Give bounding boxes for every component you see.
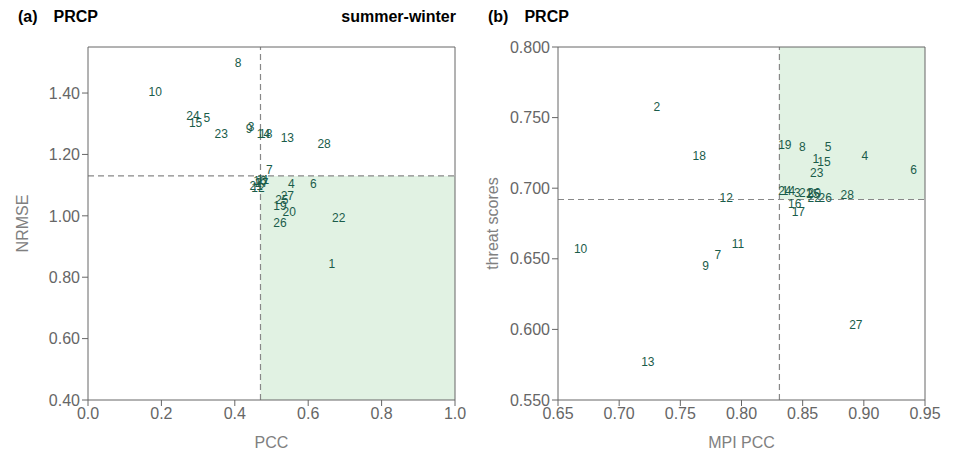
svg-text:0.95: 0.95 [909, 405, 940, 422]
svg-text:0.750: 0.750 [510, 109, 550, 126]
svg-text:0.6: 0.6 [297, 405, 319, 422]
svg-text:18: 18 [259, 127, 273, 141]
svg-text:13: 13 [281, 131, 295, 145]
svg-text:25: 25 [806, 187, 820, 202]
svg-text:21: 21 [249, 179, 263, 193]
svg-text:0.65: 0.65 [542, 405, 574, 423]
svg-text:28: 28 [841, 188, 855, 202]
svg-text:0.40: 0.40 [49, 392, 80, 409]
svg-text:5: 5 [204, 111, 211, 125]
svg-text:2: 2 [653, 100, 660, 114]
svg-text:1.00: 1.00 [49, 208, 80, 225]
svg-text:13: 13 [641, 355, 655, 369]
svg-text:8: 8 [235, 56, 242, 70]
svg-text:10: 10 [149, 85, 163, 99]
svg-text:threat scores: threat scores [484, 177, 501, 269]
svg-text:24: 24 [778, 184, 792, 198]
svg-text:7: 7 [715, 248, 722, 262]
svg-text:28: 28 [317, 137, 331, 151]
svg-text:0.650: 0.650 [510, 250, 550, 267]
svg-text:0.700: 0.700 [510, 180, 550, 197]
svg-text:27: 27 [281, 189, 295, 203]
svg-text:5: 5 [825, 140, 832, 154]
svg-text:26: 26 [819, 191, 833, 205]
svg-text:18: 18 [693, 149, 707, 163]
svg-text:9: 9 [246, 122, 253, 136]
svg-text:20: 20 [282, 205, 296, 220]
svg-text:24: 24 [186, 109, 200, 123]
svg-text:0.0: 0.0 [77, 405, 99, 422]
svg-text:0.60: 0.60 [49, 330, 80, 347]
svg-text:1.0: 1.0 [444, 405, 466, 422]
html-text:(b): (b) [488, 8, 509, 25]
svg-text:23: 23 [810, 166, 824, 180]
svg-text:10: 10 [574, 242, 588, 256]
svg-text:11: 11 [732, 237, 745, 251]
svg-text:0.550: 0.550 [510, 392, 550, 409]
svg-text:9: 9 [702, 259, 709, 273]
svg-text:8: 8 [799, 140, 806, 154]
html-text:PRCP: PRCP [53, 8, 98, 25]
svg-text:19: 19 [778, 138, 792, 152]
svg-text:0.85: 0.85 [787, 405, 818, 422]
svg-text:17: 17 [792, 205, 806, 219]
svg-text:0.800: 0.800 [510, 39, 550, 56]
svg-text:0.80: 0.80 [49, 269, 80, 286]
svg-text:0.2: 0.2 [150, 405, 172, 422]
svg-text:1: 1 [328, 257, 335, 271]
svg-text:4: 4 [861, 149, 868, 163]
svg-text:0.90: 0.90 [848, 405, 879, 422]
svg-text:15: 15 [817, 154, 831, 169]
svg-text:0.8: 0.8 [370, 405, 392, 422]
svg-text:PCC: PCC [255, 434, 289, 451]
svg-text:23: 23 [215, 127, 229, 141]
html-text:(a): (a) [18, 8, 38, 25]
html-text:PRCP: PRCP [524, 8, 569, 25]
svg-text:27: 27 [849, 318, 863, 332]
svg-text:1.40: 1.40 [49, 85, 80, 102]
svg-text:0.75: 0.75 [665, 405, 696, 422]
svg-text:0.80: 0.80 [726, 405, 757, 422]
svg-text:4: 4 [288, 177, 295, 192]
svg-text:6: 6 [310, 177, 317, 191]
svg-text:MPI PCC: MPI PCC [708, 434, 775, 451]
svg-text:1: 1 [812, 151, 820, 166]
svg-text:7: 7 [266, 163, 273, 178]
svg-text:0.4: 0.4 [224, 405, 246, 422]
svg-text:12: 12 [719, 191, 733, 205]
html-text:summer-winter: summer-winter [341, 8, 456, 25]
svg-text:0.70: 0.70 [604, 405, 635, 422]
svg-text:NRMSE: NRMSE [14, 195, 31, 253]
svg-text:6: 6 [910, 163, 917, 177]
svg-text:22: 22 [332, 211, 346, 225]
svg-text:1.20: 1.20 [49, 146, 80, 163]
svg-text:26: 26 [273, 216, 287, 230]
svg-text:0.600: 0.600 [510, 321, 550, 338]
svg-text:16: 16 [788, 197, 802, 211]
